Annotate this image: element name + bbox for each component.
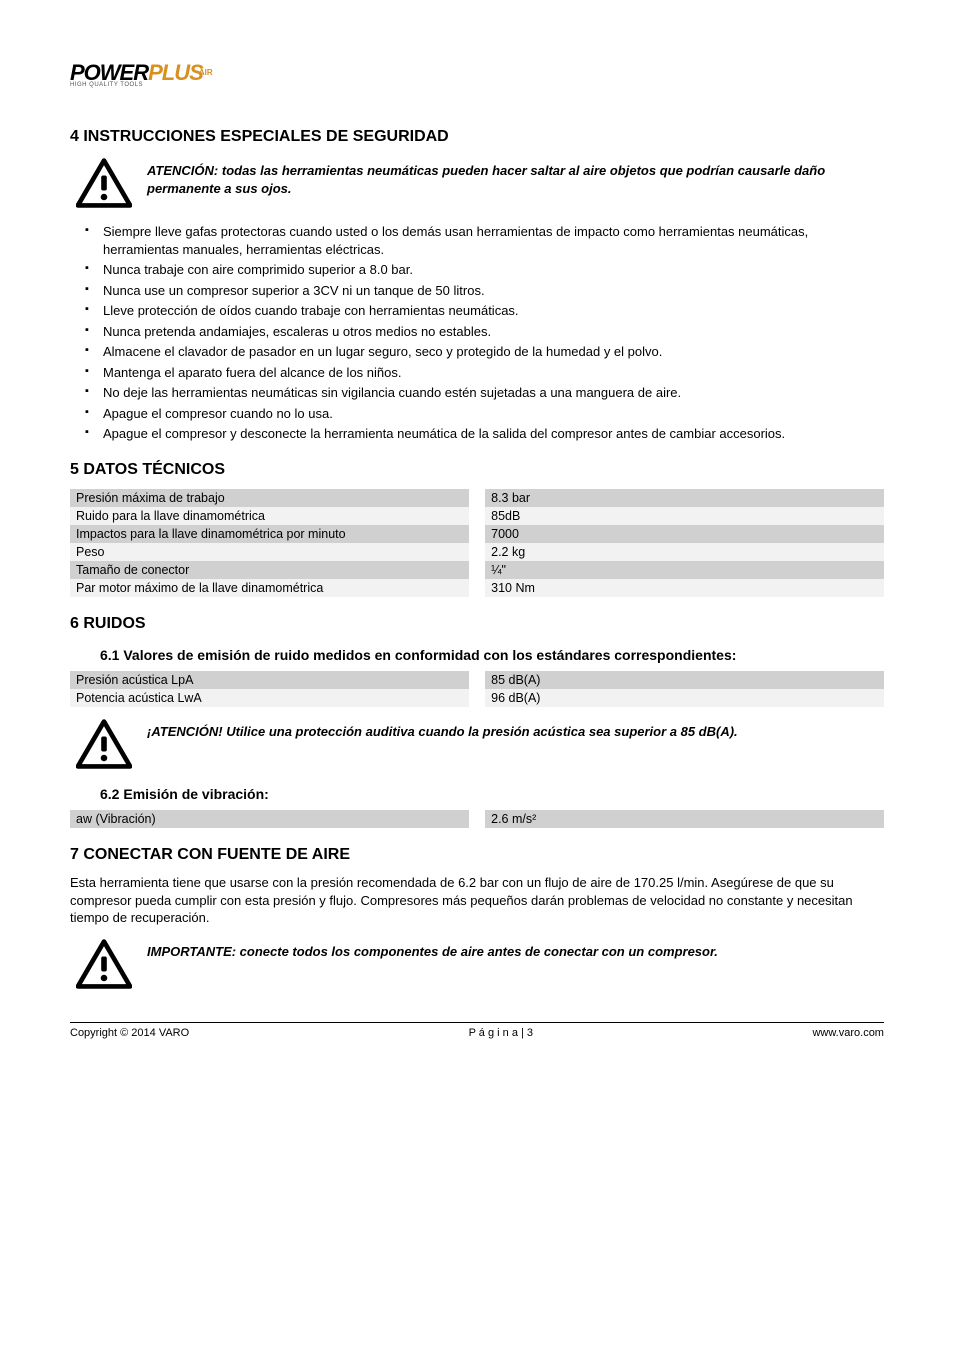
logo-air-text: AIR <box>199 68 213 77</box>
spec-value: 96 dB(A) <box>485 689 884 707</box>
spec-value: 8.3 bar <box>485 489 884 507</box>
warning-text-section-6: ¡ATENCIÓN! Utilice una protección auditi… <box>147 719 738 741</box>
safety-instruction-list: Siempre lleve gafas protectoras cuando u… <box>85 223 884 443</box>
spec-label: Tamaño de conector <box>70 561 469 579</box>
page-footer: Copyright © 2014 VARO P á g i n a | 3 ww… <box>70 1022 884 1039</box>
spec-value: 2.6 m/s² <box>485 810 884 828</box>
list-item: Nunca use un compresor superior a 3CV ni… <box>85 282 884 300</box>
spec-label: Par motor máximo de la llave dinamométri… <box>70 579 469 597</box>
warning-icon <box>76 719 132 772</box>
section-5-heading: 5 DATOS TÉCNICOS <box>70 461 884 479</box>
spec-label: Presión máxima de trabajo <box>70 489 469 507</box>
list-item: Nunca pretenda andamiajes, escaleras u o… <box>85 323 884 341</box>
warning-text-section-4: ATENCIÓN: todas las herramientas neumáti… <box>147 158 884 197</box>
noise-emission-table: Presión acústica LpA 85 dB(A) Potencia a… <box>70 671 884 707</box>
footer-page-number: P á g i n a | 3 <box>469 1027 533 1039</box>
spec-label: Presión acústica LpA <box>70 671 469 689</box>
logo-plus-text: PLUS <box>148 60 203 85</box>
spec-value: 85dB <box>485 507 884 525</box>
list-item: Mantenga el aparato fuera del alcance de… <box>85 364 884 382</box>
footer-copyright: Copyright © 2014 VARO <box>70 1027 189 1039</box>
table-row: Presión máxima de trabajo 8.3 bar <box>70 489 884 507</box>
list-item: Apague el compresor cuando no lo usa. <box>85 405 884 423</box>
spec-value: ¼" <box>485 561 884 579</box>
table-row: Presión acústica LpA 85 dB(A) <box>70 671 884 689</box>
warning-block-section-6: ¡ATENCIÓN! Utilice una protección auditi… <box>70 719 884 772</box>
spec-value: 85 dB(A) <box>485 671 884 689</box>
list-item: Lleve protección de oídos cuando trabaje… <box>85 302 884 320</box>
table-row: Potencia acústica LwA 96 dB(A) <box>70 689 884 707</box>
section-7-body: Esta herramienta tiene que usarse con la… <box>70 874 884 927</box>
list-item: Almacene el clavador de pasador en un lu… <box>85 343 884 361</box>
table-row: Impactos para la llave dinamométrica por… <box>70 525 884 543</box>
technical-data-table: Presión máxima de trabajo 8.3 bar Ruido … <box>70 489 884 597</box>
spec-label: Peso <box>70 543 469 561</box>
warning-block-section-7: IMPORTANTE: conecte todos los componente… <box>70 939 884 992</box>
footer-url: www.varo.com <box>812 1027 884 1039</box>
list-item: Nunca trabaje con aire comprimido superi… <box>85 261 884 279</box>
spec-label: Potencia acústica LwA <box>70 689 469 707</box>
spec-label: aw (Vibración) <box>70 810 469 828</box>
section-6-heading: 6 RUIDOS <box>70 615 884 633</box>
list-item: No deje las herramientas neumáticas sin … <box>85 384 884 402</box>
vibration-table: aw (Vibración) 2.6 m/s² <box>70 810 884 828</box>
spec-value: 310 Nm <box>485 579 884 597</box>
warning-icon <box>76 158 132 211</box>
table-row: aw (Vibración) 2.6 m/s² <box>70 810 884 828</box>
section-4-heading: 4 INSTRUCCIONES ESPECIALES DE SEGURIDAD <box>70 128 884 146</box>
table-row: Par motor máximo de la llave dinamométri… <box>70 579 884 597</box>
list-item: Siempre lleve gafas protectoras cuando u… <box>85 223 884 258</box>
section-6-1-heading: 6.1 Valores de emisión de ruido medidos … <box>100 647 884 663</box>
spec-label: Impactos para la llave dinamométrica por… <box>70 525 469 543</box>
brand-logo: POWERPLUSAIR HIGH QUALITY TOOLS <box>70 60 884 88</box>
warning-icon <box>76 939 132 992</box>
warning-block-section-4: ATENCIÓN: todas las herramientas neumáti… <box>70 158 884 211</box>
table-row: Peso 2.2 kg <box>70 543 884 561</box>
warning-text-section-7: IMPORTANTE: conecte todos los componente… <box>147 939 718 961</box>
spec-value: 2.2 kg <box>485 543 884 561</box>
spec-value: 7000 <box>485 525 884 543</box>
spec-label: Ruido para la llave dinamométrica <box>70 507 469 525</box>
list-item: Apague el compresor y desconecte la herr… <box>85 425 884 443</box>
table-row: Tamaño de conector ¼" <box>70 561 884 579</box>
section-7-heading: 7 CONECTAR CON FUENTE DE AIRE <box>70 846 884 864</box>
section-6-2-heading: 6.2 Emisión de vibración: <box>100 786 884 802</box>
table-row: Ruido para la llave dinamométrica 85dB <box>70 507 884 525</box>
